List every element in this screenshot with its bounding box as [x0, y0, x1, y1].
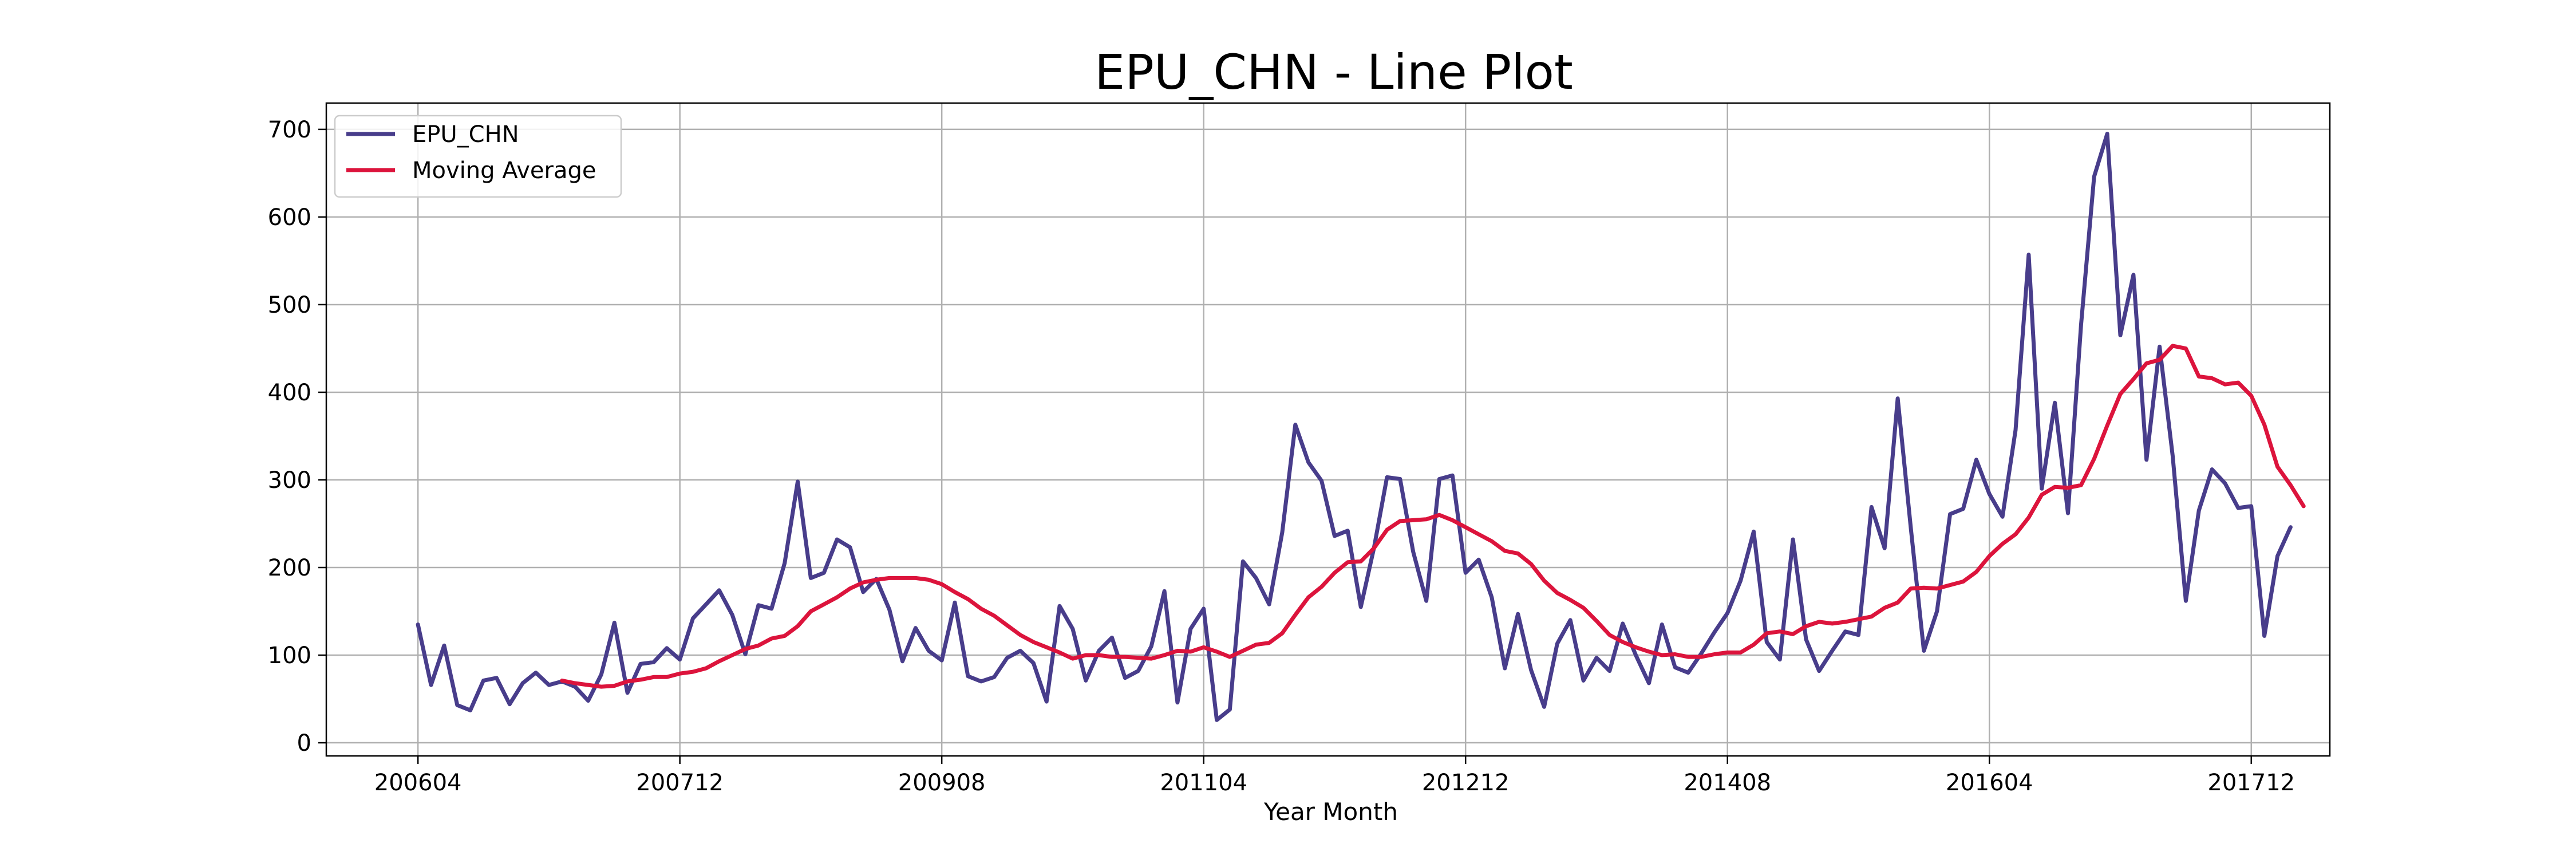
x-tick-label: 200604 — [374, 770, 462, 796]
legend: EPU_CHN Moving Average — [334, 115, 622, 198]
x-tick-label: 200712 — [636, 770, 724, 796]
y-tick-label: 700 — [268, 117, 311, 143]
grid-lines — [326, 103, 2330, 756]
y-tick-label: 200 — [268, 555, 311, 581]
legend-label-moving-average: Moving Average — [412, 157, 596, 184]
y-tick-label: 0 — [297, 730, 311, 756]
plot-frame — [325, 102, 2331, 757]
series-lines — [416, 132, 2306, 722]
y-tick-label: 500 — [268, 292, 311, 318]
y-tick-label: 400 — [268, 380, 311, 406]
x-axis-label: Year Month — [1263, 798, 1398, 826]
axis-ticks: 0 100 200 300 400 500 600 700 200604 200712 200908… — [268, 117, 2295, 796]
legend-box — [334, 115, 622, 198]
x-tick-label: 201712 — [2207, 770, 2295, 796]
legend-label-epu-chn: EPU_CHN — [412, 121, 519, 148]
y-tick-label: 600 — [268, 204, 311, 231]
x-tick-label: 200908 — [898, 770, 986, 796]
chart-title: EPU_CHN - Line Plot — [1095, 44, 1573, 100]
x-tick-label: 201604 — [1946, 770, 2033, 796]
x-tick-label: 201212 — [1422, 770, 1510, 796]
y-tick-label: 100 — [268, 643, 311, 669]
y-tick-label: 300 — [268, 467, 311, 494]
x-tick-label: 201408 — [1684, 770, 1771, 796]
series-line-moving-average — [560, 344, 2306, 689]
series-line-epu-chn — [416, 132, 2293, 722]
x-tick-label: 201104 — [1160, 770, 1247, 796]
